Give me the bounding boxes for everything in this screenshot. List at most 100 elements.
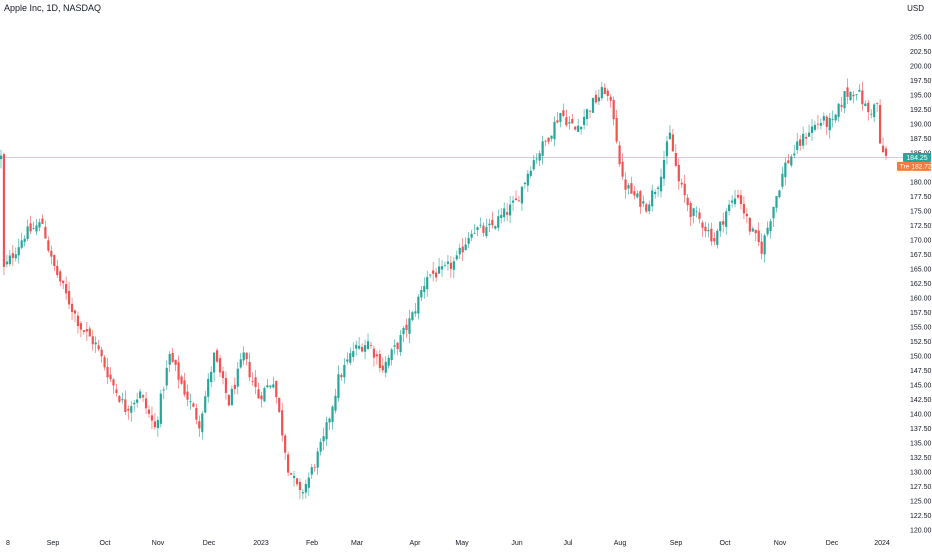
candle-down <box>760 241 763 254</box>
time-tick-label: Dec <box>826 540 839 547</box>
candle-down <box>153 421 157 428</box>
candle-up <box>358 345 361 349</box>
candle-up <box>139 391 142 399</box>
candle-up <box>728 204 731 212</box>
candle-down <box>192 403 195 407</box>
prev-close-label: Tre <box>900 164 910 171</box>
candle-up <box>201 413 204 433</box>
candle-up <box>210 371 213 383</box>
candle-down <box>281 410 284 436</box>
candle-up <box>585 109 589 120</box>
candle-down <box>141 395 145 398</box>
candle-down <box>88 328 91 337</box>
candle-up <box>790 156 793 166</box>
candle-down <box>372 348 376 358</box>
price-tick-label: 200.00 <box>910 64 932 71</box>
candle-down <box>876 103 879 105</box>
candle-down <box>671 134 674 152</box>
candle-down <box>106 366 109 378</box>
price-tick-label: 187.50 <box>910 136 932 143</box>
candle-up <box>402 328 405 335</box>
candle-up <box>136 399 139 403</box>
candle-down <box>846 87 849 97</box>
price-tick-label: 145.00 <box>910 383 932 390</box>
candle-down <box>624 179 627 190</box>
candle-up <box>485 227 488 237</box>
candle-up <box>532 160 535 170</box>
candle-up <box>828 118 831 131</box>
candle-up <box>230 388 233 406</box>
candle-up <box>316 451 319 468</box>
candle-up <box>266 385 269 388</box>
candle-down <box>2 154 6 267</box>
candle-up <box>733 198 737 205</box>
candle-down <box>67 291 71 305</box>
candle-down <box>174 359 177 365</box>
candle-up <box>662 160 666 179</box>
time-tick-label: Aug <box>614 540 627 547</box>
time-axis[interactable]: 8 Sep Oct Nov Dec 2023 Feb Mar Apr May Jun Jul Aug Se… <box>6 540 890 547</box>
candle-down <box>686 197 689 206</box>
candle-down <box>275 381 278 398</box>
candle-down <box>677 164 680 182</box>
price-tick-label: 135.00 <box>910 441 932 448</box>
candle-down <box>618 145 621 165</box>
candle-down <box>144 398 148 409</box>
candle-up <box>426 277 429 290</box>
candle-up <box>304 483 307 493</box>
candle-down <box>215 350 219 362</box>
candle-up <box>363 345 367 352</box>
time-tick-label: Mar <box>351 540 364 547</box>
candle-down <box>195 408 198 420</box>
candle-down <box>186 391 189 400</box>
candle-up <box>189 401 192 403</box>
candle-down <box>574 126 577 130</box>
candle-up <box>508 204 512 216</box>
candle-down <box>713 238 716 242</box>
candle-up <box>20 240 23 248</box>
candle-down <box>340 374 343 378</box>
candle-up <box>494 226 497 229</box>
price-tick-label: 130.00 <box>910 470 932 477</box>
candle-up <box>301 492 305 494</box>
candle-down <box>804 136 808 139</box>
candle-down <box>150 415 154 421</box>
candle-up <box>520 186 524 204</box>
candle-up <box>707 229 710 232</box>
candle-down <box>76 315 80 327</box>
candle-up <box>272 384 275 388</box>
candle-up <box>94 342 97 345</box>
candle-up <box>627 185 630 189</box>
price-tick-label: 155.00 <box>910 325 932 332</box>
price-tick-label: 192.50 <box>910 107 932 114</box>
candle-down <box>816 123 820 125</box>
candle-up <box>387 357 390 366</box>
candle-down <box>124 399 127 412</box>
time-tick-label: 2023 <box>253 540 269 547</box>
candle-up <box>455 255 458 260</box>
candle-up <box>849 91 852 101</box>
candle-up <box>213 352 216 373</box>
candle-down <box>103 357 106 368</box>
candle-down <box>85 329 88 332</box>
candle-down <box>547 137 550 142</box>
candle-down <box>621 161 624 177</box>
price-tick-label: 197.50 <box>910 78 932 85</box>
candle-up <box>352 351 355 357</box>
price-axis[interactable]: 120.00 122.50 125.00 127.50 130.00 132.50 135.… <box>910 35 932 535</box>
candle-down <box>449 262 452 269</box>
candle-up <box>503 208 506 218</box>
candle-up <box>242 352 245 361</box>
candle-up <box>656 187 660 189</box>
candle-up <box>355 344 358 349</box>
candle-up <box>751 228 754 232</box>
candle-down <box>514 198 518 201</box>
candle-up <box>470 233 473 238</box>
price-tick-label: 167.50 <box>910 252 932 259</box>
candle-down <box>257 389 260 399</box>
chart-title: Apple Inc, 1D, NASDAQ <box>4 3 102 13</box>
candle-down <box>680 182 683 185</box>
candle-up <box>35 225 38 232</box>
